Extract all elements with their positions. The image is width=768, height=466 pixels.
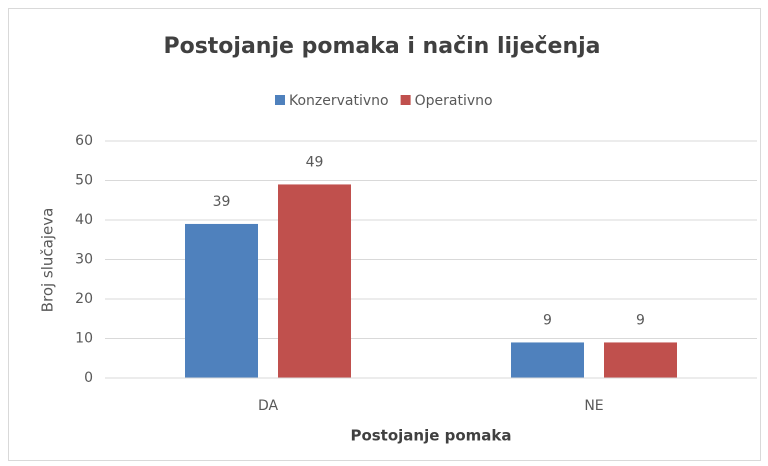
bar	[185, 223, 258, 378]
y-tick-label: 10	[75, 331, 93, 347]
y-tick-label: 0	[84, 370, 93, 386]
legend-label: Operativno	[415, 93, 493, 109]
y-tick-label: 40	[75, 212, 93, 228]
legend-swatch	[275, 95, 285, 105]
bar	[511, 342, 584, 378]
x-tick-label: DA	[258, 398, 279, 414]
data-label: 9	[636, 312, 645, 328]
data-label: 9	[543, 312, 552, 328]
x-axis-title: Postojanje pomaka	[350, 427, 511, 445]
y-tick-label: 60	[75, 133, 93, 149]
x-tick-label: NE	[584, 398, 603, 414]
data-label: 49	[306, 154, 324, 170]
bar	[278, 184, 351, 378]
chart-border	[8, 8, 761, 461]
y-axis-title: Broj slučajeva	[39, 208, 57, 313]
bar	[604, 342, 677, 378]
legend-swatch	[400, 95, 411, 105]
y-tick-label: 50	[75, 173, 93, 189]
legend-label: Konzervativno	[289, 93, 389, 109]
chart-title: Postojanje pomaka i način liječenja	[163, 34, 600, 59]
y-tick-label: 30	[75, 252, 93, 268]
y-tick-label: 20	[75, 291, 93, 307]
data-label: 39	[213, 194, 231, 210]
